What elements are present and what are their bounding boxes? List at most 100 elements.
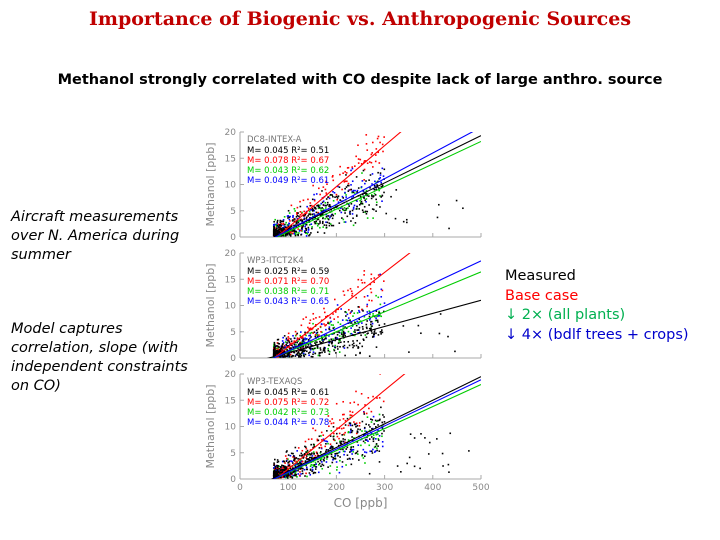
data-point [342, 418, 345, 420]
data-point [283, 350, 286, 352]
data-point [356, 205, 358, 208]
data-point [280, 476, 282, 479]
data-point [333, 318, 336, 320]
data-point [358, 309, 360, 312]
data-point [304, 225, 306, 228]
data-point [302, 214, 305, 217]
data-point [274, 470, 277, 473]
data-point [349, 188, 352, 191]
data-point [338, 335, 341, 337]
data-point [287, 209, 290, 212]
data-point [328, 205, 330, 208]
data-point [309, 349, 312, 351]
data-point [333, 326, 336, 329]
data-point [361, 308, 363, 311]
data-point [364, 439, 367, 441]
data-point [310, 453, 313, 455]
data-point [273, 354, 276, 357]
data-point [301, 211, 303, 214]
data-point [347, 190, 350, 192]
data-point [287, 454, 290, 456]
data-point [328, 425, 330, 428]
data-point [279, 472, 281, 474]
data-point [298, 356, 300, 358]
data-point [273, 225, 275, 228]
data-point [341, 461, 344, 463]
data-point [363, 197, 365, 199]
data-point [370, 421, 373, 423]
data-point [349, 319, 351, 322]
data-point [352, 446, 355, 448]
data-point [367, 396, 370, 399]
data-point [304, 338, 306, 341]
data-point [301, 228, 303, 231]
data-point [320, 319, 323, 322]
data-point [375, 188, 378, 191]
data-point [368, 355, 371, 357]
data-point [309, 468, 312, 471]
data-point [279, 348, 281, 351]
data-point [361, 172, 363, 174]
data-point [371, 208, 374, 210]
data-point [305, 451, 307, 453]
data-point [368, 327, 371, 330]
data-point [307, 338, 310, 341]
data-point [366, 193, 368, 195]
data-point [295, 469, 298, 472]
data-point [316, 218, 319, 221]
data-point [317, 354, 320, 357]
data-point [365, 180, 367, 182]
data-point [370, 320, 373, 323]
data-point [360, 279, 363, 281]
data-point [278, 465, 280, 468]
data-point [347, 308, 350, 311]
data-point [305, 212, 308, 214]
data-point [308, 453, 310, 456]
data-point [276, 353, 279, 355]
data-point [378, 324, 381, 327]
data-point [368, 407, 370, 410]
data-point [273, 346, 276, 349]
panel-stat-measured: M= 0.045 R²= 0.61 [247, 388, 329, 398]
data-point [330, 429, 333, 432]
data-point [351, 191, 353, 194]
panel-stat-x2: M= 0.043 R²= 0.62 [247, 166, 329, 176]
data-point [305, 447, 308, 450]
data-point [311, 227, 313, 230]
data-point [332, 174, 334, 177]
data-point [288, 218, 291, 221]
data-point [377, 334, 380, 336]
data-point [302, 345, 305, 347]
data-point [362, 440, 365, 443]
data-point [341, 331, 343, 334]
data-point [281, 355, 284, 358]
data-point [288, 337, 290, 340]
data-point [374, 180, 376, 183]
data-point [293, 230, 296, 233]
data-point [349, 410, 351, 413]
fit-line-x2 [275, 140, 481, 237]
data-point [313, 445, 316, 448]
data-point [336, 427, 338, 430]
data-point [316, 452, 319, 455]
data-point [340, 207, 342, 209]
data-point [321, 351, 323, 354]
data-point [289, 231, 292, 234]
data-point [311, 198, 314, 201]
data-point [279, 219, 282, 222]
data-point [280, 347, 282, 350]
data-point [296, 332, 299, 335]
data-point [291, 219, 294, 222]
data-point [337, 451, 340, 454]
data-point [284, 341, 287, 343]
data-point [345, 315, 347, 317]
data-point [297, 228, 299, 230]
data-point [352, 346, 354, 349]
data-point [371, 332, 373, 334]
y-tick-label: 5 [230, 449, 236, 459]
data-point [345, 196, 347, 198]
data-point [278, 477, 281, 479]
data-point [337, 348, 339, 350]
data-point [294, 474, 297, 477]
data-point [371, 452, 374, 454]
